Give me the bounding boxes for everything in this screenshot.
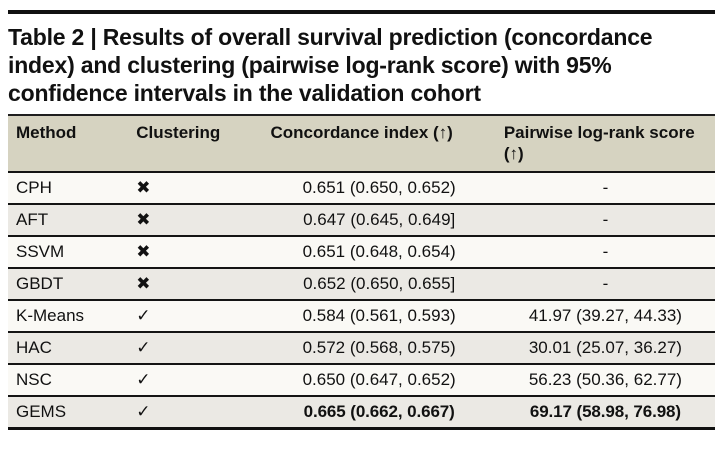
pairwise-cell: - <box>495 203 715 236</box>
header-top-divider <box>8 114 715 116</box>
method-cell: GBDT <box>8 267 129 300</box>
results-table: Method Clustering Concordance index (↑) … <box>8 116 715 427</box>
table-header-row: Method Clustering Concordance index (↑) … <box>8 116 715 172</box>
concordance-cell: 0.652 (0.650, 0.655] <box>262 267 496 300</box>
check-icon: ✓ <box>136 306 151 325</box>
table-row: HAC ✓ 0.572 (0.568, 0.575) 30.01 (25.07,… <box>8 331 715 364</box>
cross-icon: ✖ <box>136 242 151 261</box>
concordance-cell: 0.647 (0.645, 0.649] <box>262 203 496 236</box>
concordance-cell: 0.665 (0.662, 0.667) <box>262 395 496 427</box>
table-row: NSC ✓ 0.650 (0.647, 0.652) 56.23 (50.36,… <box>8 363 715 396</box>
concordance-cell: 0.651 (0.648, 0.654) <box>262 235 496 268</box>
method-cell: GEMS <box>8 395 129 427</box>
paper-table-figure: Table 2 | Results of overall survival pr… <box>0 10 723 430</box>
pairwise-cell: 41.97 (39.27, 44.33) <box>495 299 715 332</box>
pairwise-cell: 30.01 (25.07, 36.27) <box>495 331 715 364</box>
table-row: AFT ✖ 0.647 (0.645, 0.649] - <box>8 203 715 236</box>
bottom-rule-divider <box>8 427 715 430</box>
top-rule-divider <box>8 10 715 14</box>
page-title: Table 2 | Results of overall survival pr… <box>8 24 653 106</box>
method-cell: AFT <box>8 203 129 236</box>
column-header-concordance-index: Concordance index (↑) <box>262 116 496 172</box>
pairwise-cell: 69.17 (58.98, 76.98) <box>495 395 715 427</box>
table-row-best-method: GEMS ✓ 0.665 (0.662, 0.667) 69.17 (58.98… <box>8 395 715 427</box>
method-cell: HAC <box>8 331 129 364</box>
method-cell: CPH <box>8 171 129 204</box>
concordance-cell: 0.572 (0.568, 0.575) <box>262 331 496 364</box>
table-row: SSVM ✖ 0.651 (0.648, 0.654) - <box>8 235 715 268</box>
table-row: K-Means ✓ 0.584 (0.561, 0.593) 41.97 (39… <box>8 299 715 332</box>
method-cell: SSVM <box>8 235 129 268</box>
cross-icon: ✖ <box>136 274 151 293</box>
pairwise-cell: - <box>495 267 715 300</box>
concordance-cell: 0.650 (0.647, 0.652) <box>262 363 496 396</box>
concordance-cell: 0.651 (0.650, 0.652) <box>262 171 496 204</box>
pairwise-cell: 56.23 (50.36, 62.77) <box>495 363 715 396</box>
check-icon: ✓ <box>136 370 151 389</box>
concordance-cell: 0.584 (0.561, 0.593) <box>262 299 496 332</box>
method-cell: K-Means <box>8 299 129 332</box>
check-icon: ✓ <box>136 338 151 357</box>
pairwise-cell: - <box>495 171 715 204</box>
column-header-clustering: Clustering <box>128 116 263 172</box>
column-header-pairwise-logrank: Pairwise log-rank score (↑) <box>495 116 715 172</box>
method-cell: NSC <box>8 363 129 396</box>
check-icon: ✓ <box>136 402 151 421</box>
table-row: GBDT ✖ 0.652 (0.650, 0.655] - <box>8 267 715 300</box>
cross-icon: ✖ <box>136 178 151 197</box>
pairwise-cell: - <box>495 235 715 268</box>
column-header-method: Method <box>8 116 129 172</box>
table-row: CPH ✖ 0.651 (0.650, 0.652) - <box>8 171 715 204</box>
cross-icon: ✖ <box>136 210 151 229</box>
